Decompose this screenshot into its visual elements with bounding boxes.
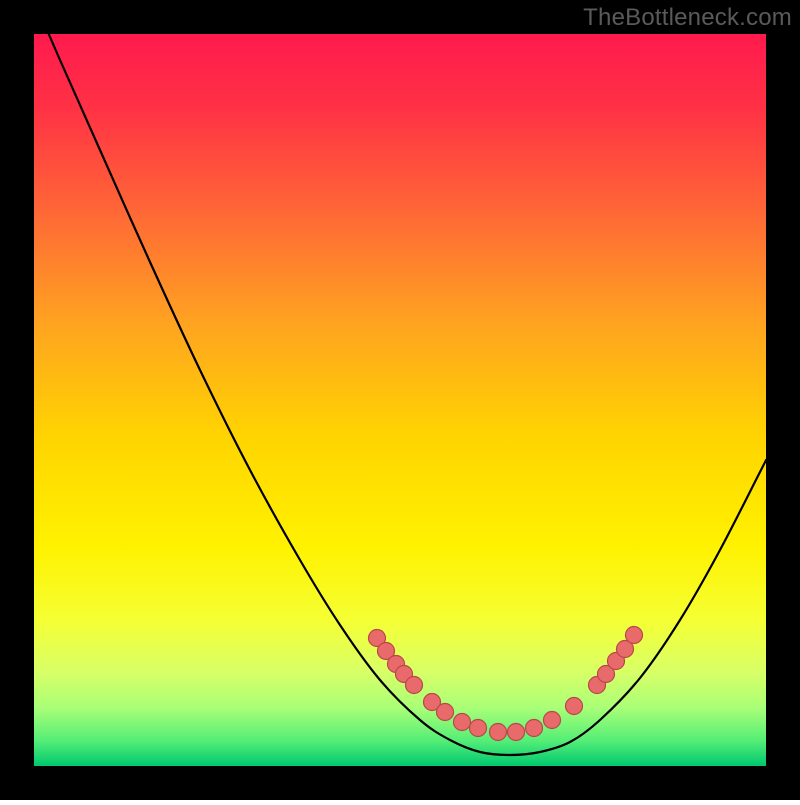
data-marker [508, 724, 525, 741]
bottleneck-chart: TheBottleneck.com [0, 0, 800, 800]
data-marker [470, 720, 487, 737]
attribution-label: TheBottleneck.com [583, 4, 792, 32]
data-marker [544, 712, 561, 729]
data-marker [626, 627, 643, 644]
data-marker [490, 724, 507, 741]
data-marker [526, 720, 543, 737]
data-marker [566, 698, 583, 715]
data-marker [406, 677, 423, 694]
chart-canvas [0, 0, 800, 800]
data-marker [454, 714, 471, 731]
data-marker [437, 704, 454, 721]
